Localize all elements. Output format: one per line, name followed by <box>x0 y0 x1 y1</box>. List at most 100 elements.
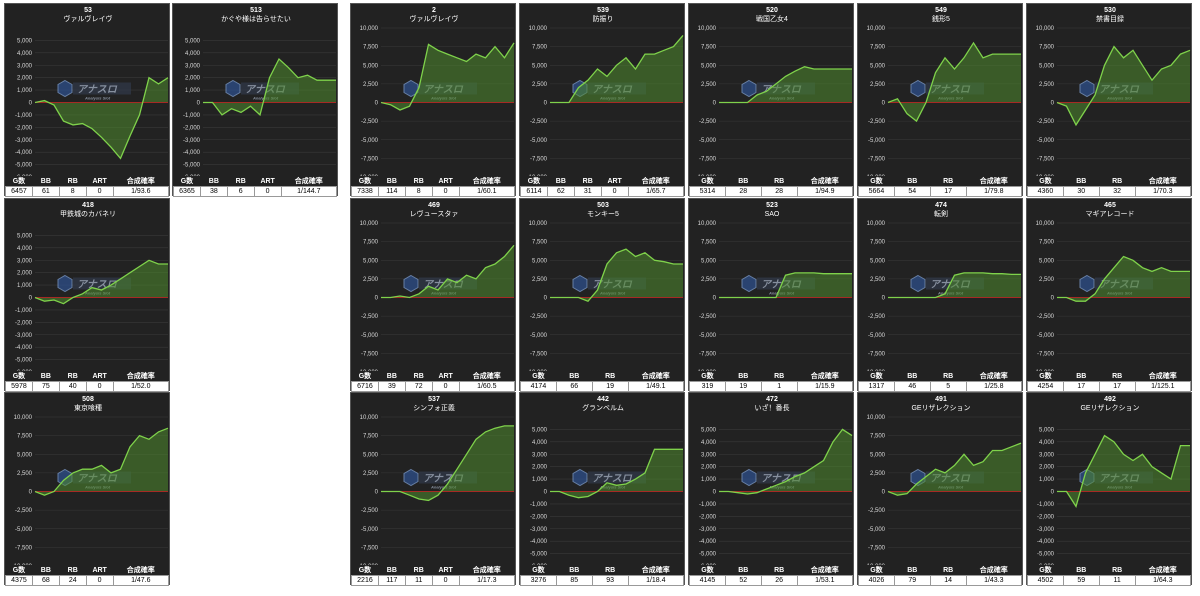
logo-icon <box>572 468 588 487</box>
y-tick-label: -5,000 <box>868 527 886 533</box>
series-line <box>34 76 169 160</box>
stats-value-cell: 28 <box>724 186 762 197</box>
stats-header-cell: 合成確率 <box>459 176 515 187</box>
stats-value-cell: 114 <box>377 186 406 197</box>
y-tick-label: 2,500 <box>1039 277 1055 283</box>
stats-value-cell: 117 <box>377 575 406 586</box>
y-tick-label: 2,000 <box>17 271 33 277</box>
logo-main-text: アナスロ <box>245 85 286 96</box>
y-tick-label: 2,000 <box>1039 465 1055 471</box>
stats-header-cell: ART <box>254 176 282 187</box>
stats-header-cell: BB <box>1063 371 1100 382</box>
area-fill <box>888 42 1021 122</box>
y-tick-label: -5,000 <box>361 527 379 533</box>
stats-header-row: G数 BB RB 合成確率 <box>520 371 684 382</box>
stats-value-cell: 1/79.8 <box>965 186 1023 197</box>
stats-value-cell: 4502 <box>1027 575 1064 586</box>
chart-number: 472 <box>766 396 778 403</box>
y-tick-label: 5,000 <box>363 258 379 264</box>
series-line <box>719 66 852 104</box>
y-tick-label: 10,000 <box>14 415 33 421</box>
chart-title: ヴァルヴレイヴ <box>64 14 113 23</box>
y-tick-label: -2,500 <box>699 119 717 125</box>
y-tick-label: 2,000 <box>701 465 717 471</box>
y-tick-label: 7,500 <box>363 434 379 440</box>
y-tick-label: 0 <box>29 490 33 496</box>
stats-header-cell: RB <box>574 176 602 187</box>
logo-icon <box>225 79 241 98</box>
y-tick-label: 0 <box>713 101 717 107</box>
stats-value-cell: 7338 <box>351 186 379 197</box>
stats-header-cell: G数 <box>351 371 379 382</box>
stats-value-row: 4254 17 17 1/125.1 <box>1027 381 1192 392</box>
y-tick-label: -4,000 <box>15 345 33 351</box>
y-tick-label: -2,500 <box>1037 119 1055 125</box>
chart-title: 禁書目録 <box>1096 14 1124 23</box>
stats-header-cell: G数 <box>520 565 557 576</box>
stats-header-cell: RB <box>930 176 967 187</box>
series-line <box>203 57 336 117</box>
stats-value-row: 4145 52 26 1/53.1 <box>689 575 854 586</box>
stats-value-cell: 5314 <box>689 186 726 197</box>
y-tick-label: 4,000 <box>1039 440 1055 446</box>
stats-value-cell: 319 <box>689 381 726 392</box>
y-tick-label: -7,500 <box>868 351 886 357</box>
stats-table: G数 BB RB ART 合成確率 6365 38 6 0 1/144.7 <box>173 176 338 197</box>
stats-value-cell: 0 <box>85 381 114 392</box>
stats-table: G数 BB RB ART 合成確率 5978 75 40 0 1/52.0 <box>5 371 170 392</box>
y-tick-label: 3,000 <box>17 63 33 69</box>
y-tick-label: 4,000 <box>17 246 33 252</box>
y-tick-label: 4,000 <box>185 51 201 57</box>
y-tick-label: 0 <box>882 296 886 302</box>
stats-header-cell: BB <box>32 371 60 382</box>
stats-table: G数 BB RB 合成確率 4026 79 14 1/43.3 <box>858 565 1023 586</box>
y-tick-label: 7,500 <box>363 240 379 246</box>
stats-header-cell: ART <box>432 176 460 187</box>
stats-value-cell: 61 <box>31 186 60 197</box>
y-tick-label: -4,000 <box>699 539 717 545</box>
area-fill <box>35 260 168 304</box>
y-tick-label: 5,000 <box>532 258 548 264</box>
stats-header-row: G数 BB RB ART 合成確率 <box>5 371 169 382</box>
y-tick-label: -4,000 <box>530 539 548 545</box>
stats-header-row: G数 BB RB 合成確率 <box>858 565 1022 576</box>
stats-value-cell: 59 <box>1062 575 1100 586</box>
chart-number: 549 <box>935 7 947 14</box>
y-tick-label: 10,000 <box>867 26 886 32</box>
chart-panel: 537 シンフォ正義 10,000 7,500 5,000 2,500 0 -2,500 -5,… <box>350 392 516 586</box>
stats-header-row: G数 BB RB 合成確率 <box>858 371 1022 382</box>
y-tick-label: -2,000 <box>699 514 717 520</box>
y-tick-label: -2,000 <box>183 125 201 131</box>
stats-value-cell: 2216 <box>351 575 379 586</box>
stats-header-cell: RB <box>761 371 798 382</box>
y-tick-label: -7,500 <box>530 351 548 357</box>
stats-value-cell: 72 <box>404 381 433 392</box>
stats-value-cell: 24 <box>58 575 87 586</box>
stats-header-cell: BB <box>32 176 60 187</box>
stats-header-row: G数 BB RB 合成確率 <box>858 176 1022 187</box>
stats-value-cell: 1/18.4 <box>627 575 685 586</box>
chart-number: 491 <box>935 396 947 403</box>
area-fill <box>381 42 514 110</box>
stats-table: G数 BB RB ART 合成確率 7338 114 8 0 1/60.1 <box>351 176 516 197</box>
stats-header-row: G数 BB RB ART 合成確率 <box>351 371 515 382</box>
y-tick-label: -5,000 <box>868 138 886 144</box>
y-tick-label: -5,000 <box>361 333 379 339</box>
y-tick-label: -2,500 <box>868 314 886 320</box>
y-tick-label: 7,500 <box>701 240 717 246</box>
y-tick-label: -2,500 <box>1037 314 1055 320</box>
stats-header-cell: 合成確率 <box>113 176 169 187</box>
stats-header-cell: G数 <box>858 176 895 187</box>
stats-header-cell: 合成確率 <box>281 176 337 187</box>
stats-value-cell: 66 <box>555 381 593 392</box>
stats-table: G数 BB RB 合成確率 5314 28 28 1/94.9 <box>689 176 854 197</box>
y-tick-label: -5,000 <box>1037 333 1055 339</box>
logo-icon <box>1079 79 1095 98</box>
y-tick-label: 2,000 <box>185 76 201 82</box>
stats-value-cell: 40 <box>58 381 87 392</box>
y-tick-label: 0 <box>1051 101 1055 107</box>
series-line <box>1057 434 1190 508</box>
